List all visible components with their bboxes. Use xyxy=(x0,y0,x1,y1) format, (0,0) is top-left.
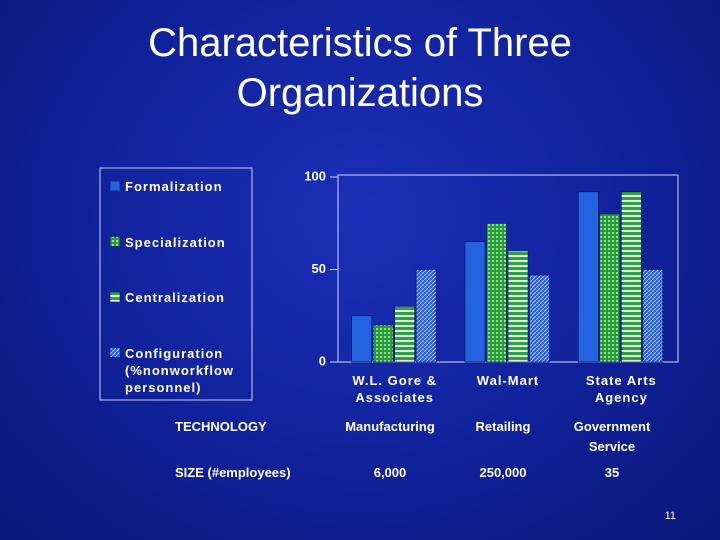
x-tick-label: State Arts Agency xyxy=(585,373,657,405)
table-cell: Manufacturing xyxy=(345,419,435,434)
table-cell: 250,000 xyxy=(479,465,527,480)
bar xyxy=(486,222,507,363)
bar xyxy=(351,315,372,363)
bar xyxy=(415,269,437,363)
legend-swatch xyxy=(109,236,121,247)
y-tick-label: 100 xyxy=(304,168,326,183)
bar xyxy=(464,241,486,363)
slide-number: 11 xyxy=(664,510,676,522)
bar xyxy=(578,191,599,363)
table-cell: 6,000 xyxy=(373,465,407,480)
legend-box xyxy=(99,167,253,401)
legend-swatch xyxy=(109,347,121,358)
row-header: TECHNOLOGY xyxy=(175,419,267,434)
bar xyxy=(621,191,642,363)
y-tick-label: 50 xyxy=(312,261,326,276)
table-cell: Retailing xyxy=(475,419,531,434)
bar xyxy=(642,269,664,363)
legend-label: Specialization xyxy=(125,234,226,250)
bar xyxy=(394,306,415,363)
legend-swatch xyxy=(109,180,121,192)
row-header: SIZE (#employees) xyxy=(175,465,291,480)
legend-label: Formalization xyxy=(125,179,223,194)
bar xyxy=(599,213,621,363)
y-tick-label: 0 xyxy=(319,353,326,368)
legend-swatch xyxy=(109,291,121,303)
table-cell: 35 xyxy=(604,465,620,480)
legend-label: Configuration (%nonworkflow personnel) xyxy=(125,345,235,395)
legend-label: Centralization xyxy=(125,290,225,305)
bar xyxy=(507,250,529,363)
x-tick-label: Wal-Mart xyxy=(476,373,540,388)
slide-title: Characteristics of Three Organizations xyxy=(148,21,572,115)
x-tick-label: W.L. Gore & Associates xyxy=(352,373,437,405)
bar xyxy=(372,324,394,363)
bar xyxy=(529,274,550,363)
table-cell: Government Service xyxy=(573,419,651,454)
